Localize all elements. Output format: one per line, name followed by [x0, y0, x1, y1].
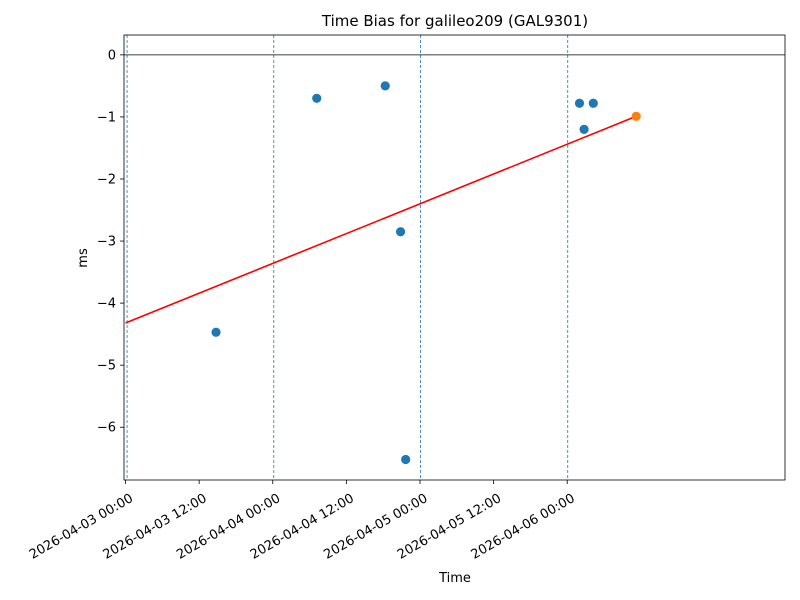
- y-tick-label: −1: [97, 110, 116, 125]
- y-tick-label: 0: [108, 48, 116, 63]
- highlighted-data-point: [631, 111, 641, 121]
- data-point: [579, 124, 589, 134]
- data-point: [588, 98, 598, 108]
- data-point: [312, 93, 322, 103]
- y-axis-ticks: 0 −1 −2 −3 −4 −5 −6: [97, 48, 124, 436]
- data-point: [380, 81, 390, 91]
- y-tick-label: −3: [97, 235, 116, 250]
- data-point: [574, 98, 585, 108]
- data-point: [395, 227, 406, 237]
- data-point: [211, 327, 221, 337]
- y-axis-label: ms: [76, 248, 91, 268]
- y-tick-label: −2: [97, 172, 116, 187]
- trend-line-group: [125, 115, 637, 324]
- data-points: [211, 81, 641, 465]
- vertical-markers: [126, 35, 569, 480]
- plot-area-frame: [123, 34, 786, 481]
- y-tick-label: −6: [97, 421, 116, 436]
- chart-title: Time Bias for galileo209 (GAL9301): [321, 12, 588, 30]
- y-tick-label: −5: [97, 359, 116, 374]
- trend-line: [125, 115, 637, 324]
- x-axis-label: Time: [438, 571, 471, 586]
- data-point: [401, 454, 411, 465]
- y-tick-label: −4: [97, 297, 116, 312]
